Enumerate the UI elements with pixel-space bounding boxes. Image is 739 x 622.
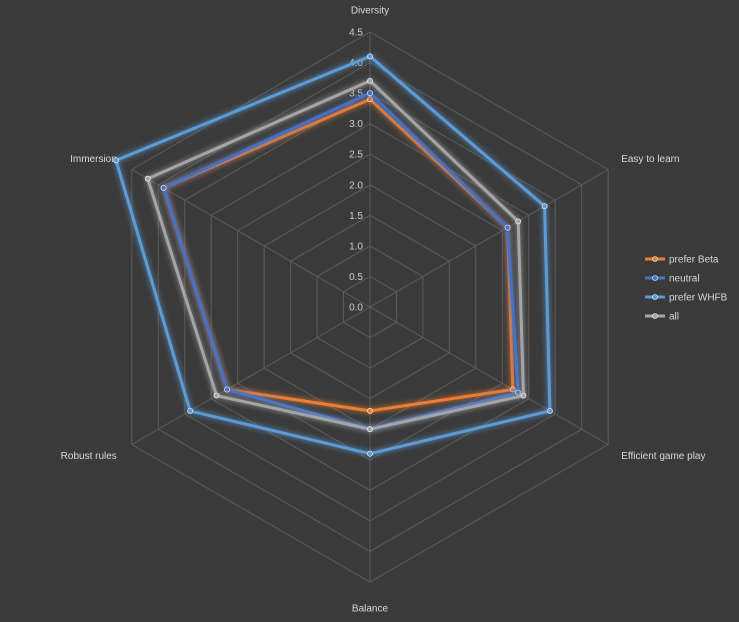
data-point: [510, 386, 516, 393]
data-point: [547, 407, 553, 414]
tick-label: 2.0: [349, 180, 363, 191]
data-point: [367, 53, 373, 60]
data-point: [160, 184, 167, 191]
series-prefer-beta: [160, 96, 516, 414]
tick-label: 0.0: [349, 303, 363, 314]
tick-label: 1.0: [349, 241, 363, 252]
legend-marker: [652, 294, 658, 300]
legend-marker: [652, 275, 658, 281]
series-group: [113, 53, 553, 457]
data-point: [144, 175, 151, 182]
data-point: [187, 407, 193, 414]
data-point: [515, 218, 522, 225]
axis-spoke: [131, 169, 371, 308]
data-point: [367, 407, 373, 414]
axis-label: Efficient game play: [621, 451, 705, 462]
data-point: [213, 392, 220, 399]
axis-label: Immersion: [70, 154, 117, 165]
axis-spoke: [369, 306, 609, 445]
series-neutral: [160, 90, 522, 433]
data-point: [515, 389, 522, 396]
legend-item: prefer Beta: [645, 255, 719, 266]
axis-labels: Diversity Easy to learn Efficient game pla…: [61, 6, 706, 615]
data-point: [367, 96, 373, 103]
axis-spoke: [369, 169, 609, 308]
tick-label: 0.5: [349, 272, 363, 283]
axis-label: Diversity: [351, 6, 389, 17]
data-point: [224, 386, 230, 393]
data-point: [367, 426, 373, 433]
tick-label: 3.0: [349, 119, 363, 130]
data-point: [367, 90, 373, 96]
series-prefer-whfb: [113, 53, 553, 457]
series-line: [162, 91, 520, 431]
legend-label: prefer Beta: [669, 255, 719, 266]
legend-marker: [652, 313, 658, 319]
tick-label: 1.5: [349, 211, 363, 222]
series-all: [144, 78, 527, 433]
grid: [131, 31, 609, 583]
legend-item: neutral: [645, 274, 700, 285]
legend-item: all: [645, 312, 679, 323]
tick-label: 3.5: [349, 89, 363, 100]
legend-label: all: [669, 312, 679, 323]
series-line: [146, 79, 525, 431]
legend-label: prefer WHFB: [669, 293, 728, 304]
legend-item: prefer WHFB: [645, 293, 728, 304]
data-point: [113, 157, 119, 164]
data-point: [520, 392, 527, 399]
legend-marker: [652, 256, 658, 262]
data-point: [367, 450, 373, 457]
data-point: [541, 203, 548, 210]
legend: prefer Beta neutral prefer WHFB all: [645, 255, 728, 323]
axis-spoke: [131, 306, 371, 445]
tick-label: 2.5: [349, 150, 363, 161]
data-point: [367, 78, 373, 84]
axis-label: Balance: [352, 604, 389, 615]
data-point: [504, 224, 511, 231]
axis-label: Robust rules: [61, 451, 117, 462]
legend-label: neutral: [669, 274, 700, 285]
tick-label: 4.5: [349, 28, 363, 39]
axis-label: Easy to learn: [621, 154, 679, 165]
